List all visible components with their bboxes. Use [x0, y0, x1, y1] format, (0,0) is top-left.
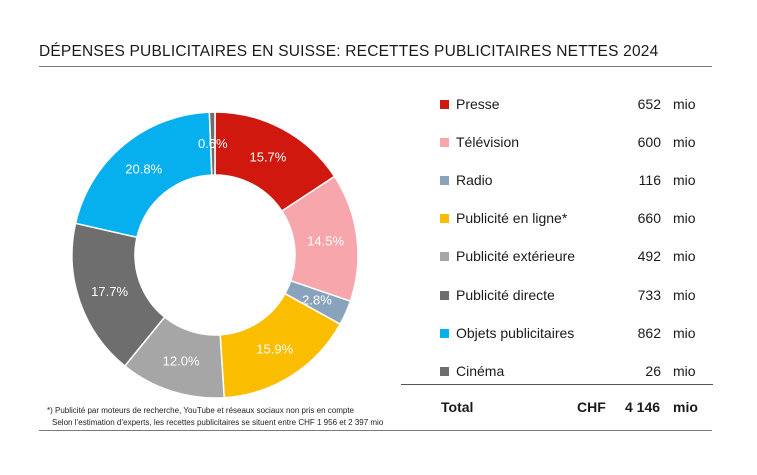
legend-item-publicite-directe: Publicité directe 733 mio — [440, 286, 710, 306]
legend-label: Télévision — [456, 134, 520, 151]
total-unit: mio — [673, 399, 698, 415]
title-divider — [39, 66, 712, 67]
legend-unit: mio — [673, 248, 696, 265]
legend-label: Publicité directe — [456, 286, 555, 303]
legend-unit: mio — [673, 172, 696, 189]
total-value: 4 146 — [625, 399, 661, 415]
legend-swatch — [440, 290, 449, 300]
legend-swatch — [440, 366, 449, 376]
legend-value: 600 — [637, 134, 661, 151]
legend-item-radio: Radio 116 mio — [440, 171, 710, 191]
legend-item-presse: Presse 652 mio — [440, 95, 710, 115]
legend-label: Presse — [456, 96, 500, 112]
legend-item-television: Télévision 600 mio — [440, 133, 710, 153]
legend-item-publicite-en-ligne: Publicité en ligne* 660 mio — [440, 209, 710, 229]
legend-value: 492 — [637, 248, 661, 265]
legend-unit: mio — [673, 286, 696, 303]
total-currency: CHF — [577, 399, 606, 415]
legend-value: 652 — [637, 96, 661, 112]
legend-value: 26 — [645, 362, 661, 379]
slice-label-publicite-directe: 17.7% — [91, 284, 128, 299]
total-label: Total — [441, 399, 474, 415]
legend-unit: mio — [673, 324, 696, 341]
legend-value: 660 — [637, 210, 661, 227]
legend-value: 862 — [637, 324, 661, 341]
chart-title: DÉPENSES PUBLICITAIRES EN SUISSE: RECETT… — [39, 43, 659, 60]
slice-label-radio: 2.8% — [302, 293, 332, 308]
legend-value: 116 — [638, 172, 661, 189]
donut-chart: 15.7% 14.5% 2.8% 15.9% 12.0% 17.7% 20.8% 0.6% — [71, 111, 359, 399]
slice-label-publicite-exterieure: 12.0% — [163, 354, 200, 369]
legend-unit: mio — [673, 134, 696, 151]
slice-cinema — [208, 111, 216, 176]
footnote-1: *) Publicité par moteurs de recherche, Y… — [47, 406, 354, 415]
slice-label-publicite-en-ligne: 15.9% — [256, 342, 293, 357]
legend-unit: mio — [673, 96, 696, 112]
legend-label: Objets publicitaires — [456, 324, 575, 341]
legend-swatch — [440, 214, 449, 224]
legend-value: 733 — [637, 286, 661, 303]
bottom-divider — [39, 430, 712, 431]
legend-label: Cinéma — [456, 362, 505, 379]
legend-swatch — [440, 100, 449, 109]
legend-label: Publicité en ligne* — [456, 210, 568, 227]
legend-unit: mio — [673, 362, 696, 379]
slice-label-objets-publicitaires: 20.8% — [125, 162, 162, 177]
legend-item-objets-publicitaires: Objets publicitaires 862 mio — [440, 324, 710, 344]
legend-swatch — [440, 138, 449, 148]
legend-item-publicite-exterieure: Publicité extérieure 492 mio — [440, 247, 710, 267]
legend-swatch — [440, 176, 449, 186]
legend-swatch — [440, 252, 449, 262]
legend-label: Radio — [456, 172, 493, 189]
footnote-2: Selon l’estimation d’experts, les recett… — [52, 418, 384, 427]
total-divider — [401, 384, 713, 385]
slice-label-cinema: 0.6% — [198, 136, 228, 151]
legend-unit: mio — [673, 210, 696, 227]
slice-label-television: 14.5% — [307, 233, 344, 248]
slice-label-presse: 15.7% — [249, 149, 286, 164]
legend-swatch — [440, 328, 449, 338]
legend-label: Publicité extérieure — [456, 248, 576, 265]
legend-item-cinema: Cinéma 26 mio — [440, 362, 710, 382]
